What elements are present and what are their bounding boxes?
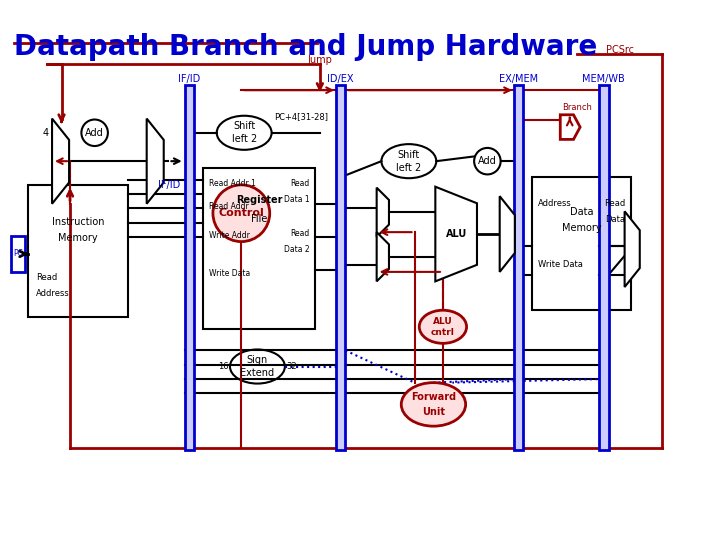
Text: Address: Address <box>538 199 571 208</box>
Ellipse shape <box>230 349 285 383</box>
Text: PCSrc: PCSrc <box>606 45 634 56</box>
Text: Sign: Sign <box>247 355 268 365</box>
Text: Shift: Shift <box>397 150 420 159</box>
Text: Extend: Extend <box>240 368 274 378</box>
Text: Write Addr: Write Addr <box>209 231 250 240</box>
Text: 4: 4 <box>42 128 48 138</box>
Text: Add: Add <box>85 128 104 138</box>
Text: left 2: left 2 <box>232 134 257 144</box>
Ellipse shape <box>401 383 466 426</box>
Text: Write Data: Write Data <box>209 269 251 279</box>
Text: Read: Read <box>604 199 626 208</box>
Circle shape <box>81 119 108 146</box>
Ellipse shape <box>382 144 436 178</box>
Text: Memory: Memory <box>58 233 98 243</box>
Text: Datapath Branch and Jump Hardware: Datapath Branch and Jump Hardware <box>14 33 598 62</box>
Bar <box>532 177 631 310</box>
Text: Data 1: Data 1 <box>284 195 310 205</box>
Bar <box>12 236 24 272</box>
Text: Control: Control <box>218 208 264 218</box>
Polygon shape <box>625 211 640 287</box>
Text: Read: Read <box>290 230 310 238</box>
Text: PC+4[31-28]: PC+4[31-28] <box>274 112 328 121</box>
Text: EX/MEM: EX/MEM <box>499 74 538 84</box>
Text: left 2: left 2 <box>396 163 421 173</box>
Text: Memory: Memory <box>562 222 601 233</box>
Text: File: File <box>251 214 268 224</box>
Polygon shape <box>500 196 515 272</box>
Text: Branch: Branch <box>562 103 592 112</box>
Ellipse shape <box>217 116 271 150</box>
Text: Address: Address <box>36 289 70 298</box>
Text: ALU: ALU <box>446 229 467 239</box>
Bar <box>184 85 194 450</box>
Text: MEM/WB: MEM/WB <box>582 74 625 84</box>
Text: cntrl: cntrl <box>431 328 455 337</box>
Text: Read Addr: Read Addr <box>209 202 249 211</box>
Polygon shape <box>377 232 389 281</box>
Circle shape <box>474 148 500 174</box>
Bar <box>28 185 127 318</box>
Text: Write Data: Write Data <box>538 260 582 269</box>
Polygon shape <box>52 119 69 204</box>
Bar <box>599 85 608 450</box>
Text: Shift: Shift <box>233 121 256 131</box>
Text: ID/EX: ID/EX <box>328 74 354 84</box>
Text: ALU: ALU <box>433 316 453 326</box>
Text: Jump: Jump <box>307 55 333 65</box>
Text: Unit: Unit <box>422 407 445 417</box>
Text: PC: PC <box>13 249 23 259</box>
Polygon shape <box>377 188 389 237</box>
Text: Data: Data <box>570 207 593 217</box>
Ellipse shape <box>419 310 467 343</box>
Bar <box>514 85 523 450</box>
Text: Read: Read <box>36 273 57 282</box>
Text: IF/ID: IF/ID <box>178 74 200 84</box>
Text: Forward: Forward <box>411 392 456 402</box>
Text: Register: Register <box>236 195 282 205</box>
Bar <box>336 85 346 450</box>
Text: Read: Read <box>290 179 310 188</box>
Polygon shape <box>560 115 580 139</box>
Text: Data 2: Data 2 <box>284 245 310 254</box>
Text: Read Addr 1: Read Addr 1 <box>209 179 256 188</box>
Circle shape <box>213 185 270 241</box>
Polygon shape <box>436 187 477 281</box>
Text: 32: 32 <box>286 362 297 371</box>
Text: Instruction: Instruction <box>52 217 104 227</box>
Bar <box>204 168 315 329</box>
Text: IF/ID: IF/ID <box>158 180 180 190</box>
Polygon shape <box>147 119 163 204</box>
Text: 16: 16 <box>218 362 229 371</box>
Text: Data: Data <box>606 215 626 224</box>
Text: Add: Add <box>478 156 497 166</box>
